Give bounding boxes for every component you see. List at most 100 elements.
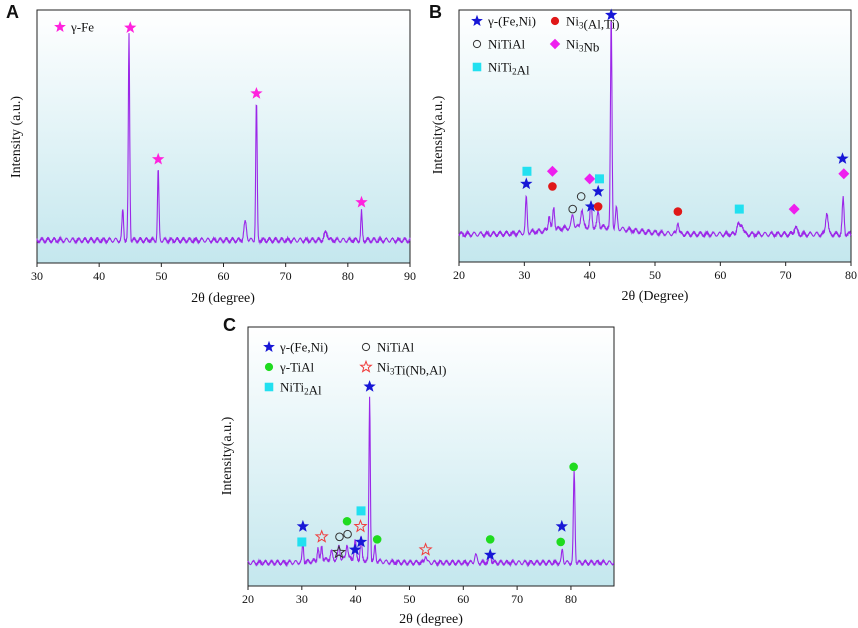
panel-b-legend-label: NiTiAl — [488, 37, 525, 52]
panel-c-xtick-label: 40 — [350, 592, 362, 606]
panel-c-legend-marker — [263, 340, 275, 352]
panel-a-peak-marker — [124, 21, 137, 33]
panel-b-x-title: 2θ (Degree) — [622, 289, 689, 304]
panel-b-peak-marker — [546, 165, 558, 177]
panel-c-peak-marker — [363, 380, 376, 392]
panel-b-peak-marker — [584, 200, 598, 212]
panel-a-xtick-label: 70 — [280, 269, 292, 283]
panel-c-letter: C — [223, 315, 236, 335]
panel-c-peak-marker — [418, 542, 433, 556]
panel-c-legend-label: NiTi2Al — [280, 380, 322, 398]
panel-b-xtick-label: 20 — [453, 268, 465, 282]
panel-c-xtick-label: 80 — [565, 592, 577, 606]
panel-a-peak-marker — [250, 87, 263, 99]
panel-b-peak-marker — [548, 182, 557, 191]
panel-a-y-title: Intensity (a.u.) — [9, 96, 24, 178]
panel-c-peak-marker — [485, 535, 495, 544]
panel-b-peak-marker — [576, 192, 586, 201]
panel-b-xrd-trace — [458, 21, 852, 239]
panel-c-peak-marker — [556, 537, 566, 547]
panel-b-legend-label: Ni3Nb — [566, 37, 599, 55]
panel-b-xtick-label: 50 — [649, 268, 661, 282]
panel-b-peak-marker — [593, 202, 603, 211]
panel-c-plot-area — [247, 326, 615, 587]
panel-a: A 30 40 50 60 70 80 90 γ-Fe 2θ (degree) Intensi… — [6, 2, 416, 306]
panel-a-plot-area — [36, 9, 411, 264]
panel-b-legend-marker — [549, 38, 561, 50]
panel-b-xtick-label: 70 — [780, 268, 792, 282]
panel-b-marks: 20 30 40 50 60 70 80 γ-(Fe,Ni) Ni3(Al,Ti) NiTiAl N… — [453, 8, 857, 282]
panel-a-xtick-label: 50 — [155, 269, 167, 283]
panel-c-peak-marker — [569, 462, 578, 472]
panel-c-legend-label: γ-TiAl — [279, 360, 315, 375]
panel-c-peak-marker — [348, 543, 362, 555]
panel-a-xtick-label: 40 — [93, 269, 105, 283]
panel-c-peak-marker — [354, 535, 368, 548]
panel-a-xtick-label: 90 — [404, 269, 416, 283]
panel-c-xrd-trace — [247, 396, 615, 568]
panel-c-peak-marker — [372, 535, 382, 544]
panel-b-letter: B — [429, 2, 442, 22]
panel-a-marks: 30 40 50 60 70 80 90 γ-Fe — [31, 20, 416, 284]
panel-b-xtick-label: 30 — [518, 268, 530, 282]
panel-c-xtick-label: 20 — [242, 592, 254, 606]
panel-a-peak-marker — [152, 152, 165, 165]
panel-b-peak-marker — [592, 184, 605, 197]
panel-c-legend-label: Ni3Ti(Nb,Al) — [377, 360, 446, 378]
panel-c-legend-label: NiTiAl — [377, 340, 414, 355]
panel-c-peak-marker — [296, 519, 310, 532]
panel-b-legend-marker — [471, 14, 483, 26]
panel-c-peak-marker — [297, 537, 307, 547]
panel-c-peak-marker — [331, 544, 347, 559]
panel-c-peak-marker — [353, 518, 368, 533]
panel-a-xtick-label: 30 — [31, 269, 43, 283]
panel-c-peak-marker — [356, 506, 366, 516]
panel-b-legend-label: Ni3(Al,Ti) — [566, 14, 620, 32]
panel-b-legend-marker — [472, 39, 482, 49]
panel-c-marks: 20 30 40 50 60 70 80 γ-(Fe,Ni) NiTiAl γ-TiAl Ni3Ti… — [242, 340, 615, 606]
panel-b-peak-marker — [838, 168, 850, 180]
panel-a-legend-marker — [54, 20, 66, 32]
panel-c-peak-marker — [335, 532, 344, 542]
panel-c-legend-marker — [359, 359, 373, 373]
panel-b-legend-marker — [472, 62, 482, 72]
panel-c-peak-marker — [342, 516, 352, 526]
panel-b-legend-label: NiTi2Al — [488, 60, 530, 78]
panel-b-peak-marker — [836, 152, 849, 164]
panel-b-legend-marker — [550, 16, 560, 26]
panel-b-peak-marker — [673, 207, 683, 216]
panel-b-peak-marker — [788, 203, 800, 215]
panel-b-xtick-label: 80 — [845, 268, 857, 282]
panel-c-xtick-label: 60 — [457, 592, 469, 606]
panel-a-xtick-label: 80 — [342, 269, 354, 283]
panel-b-peak-marker — [568, 204, 577, 214]
panel-c-legend-marker — [264, 382, 274, 392]
panel-c-peak-marker — [314, 529, 329, 543]
panel-c-legend-marker — [361, 342, 371, 352]
panel-c-peak-marker — [555, 519, 568, 532]
panel-a-xtick-label: 60 — [218, 269, 230, 283]
panel-b-peak-marker — [605, 8, 618, 21]
panel-c-x-title: 2θ (degree) — [399, 612, 463, 627]
panel-a-letter: A — [6, 2, 19, 22]
panel-b-peak-marker — [522, 166, 532, 176]
panel-b-legend-label: γ-(Fe,Ni) — [487, 14, 536, 29]
panel-b: B 20 30 40 50 60 70 80 γ-(Fe,Ni) Ni3(Al,Ti) NiTiA… — [429, 2, 857, 304]
panel-c-legend-marker — [264, 362, 274, 372]
panel-a-xrd-trace — [36, 33, 411, 245]
panel-a-legend-label: γ-Fe — [70, 20, 94, 35]
panel-c-xtick-label: 70 — [511, 592, 523, 606]
panel-b-plot-area — [458, 9, 852, 263]
panel-b-peak-marker — [520, 177, 533, 190]
panel-b-xtick-label: 60 — [714, 268, 726, 282]
panel-c-y-title: Intensity(a.u.) — [220, 416, 235, 495]
panel-b-peak-marker — [734, 204, 744, 214]
panel-c-peak-marker — [343, 529, 352, 539]
panel-c: C 20 30 40 50 60 70 80 γ-(Fe,Ni) NiTiAl γ-TiAl Ni3… — [220, 315, 615, 627]
panel-b-y-title: Intensity(a.u.) — [431, 95, 446, 174]
panel-b-peak-marker — [584, 173, 596, 185]
panel-c-xtick-label: 30 — [296, 592, 308, 606]
panel-a-x-title: 2θ (degree) — [191, 291, 255, 306]
panel-a-peak-marker — [355, 195, 368, 208]
